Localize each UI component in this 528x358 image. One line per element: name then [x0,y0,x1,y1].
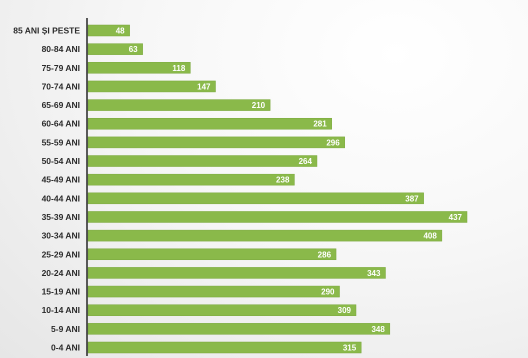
value-label: 296 [326,138,340,147]
category-label: 45-49 ANI [42,175,80,185]
bar [87,229,443,242]
category-label: 60-64 ANI [42,119,80,129]
bar [87,341,362,354]
bar [87,155,318,167]
value-label: 315 [343,344,357,353]
value-label: 210 [252,101,266,110]
bar [87,267,386,279]
value-labels-group: 48 63 118 147 210 281 296 264 238 387 437 408 286 343… [116,27,463,353]
value-label: 343 [367,269,381,278]
bar [87,24,130,37]
category-label: 70-74 ANI [42,81,80,91]
bar [87,192,424,205]
category-label: 80-84 ANI [42,44,80,54]
value-label: 63 [129,45,138,54]
bar [87,173,295,186]
value-label: 408 [423,232,437,241]
value-label: 147 [197,82,211,91]
value-label: 48 [116,27,125,36]
category-label: 85 ANI ȘI PESTE [13,26,80,36]
value-label: 309 [338,306,352,315]
value-label: 118 [172,64,185,73]
category-label: 30-34 ANI [42,231,80,241]
category-label: 55-59 ANI [42,137,80,147]
bar [87,117,332,130]
bar [87,80,216,93]
category-label: 75-79 ANI [42,63,80,73]
bar [87,248,337,261]
value-label: 290 [321,288,335,297]
category-label: 20-24 ANI [42,268,80,278]
bar [87,304,357,316]
category-label: 5-9 ANI [51,324,80,334]
category-label: 40-44 ANI [42,193,80,203]
value-label: 348 [371,325,385,334]
category-label: 50-54 ANI [42,156,80,166]
category-label: 10-14 ANI [42,305,80,315]
bar [87,285,340,298]
value-label: 238 [276,176,290,185]
bars-group [87,24,468,354]
value-label: 281 [313,120,327,129]
value-label: 437 [449,213,463,222]
category-label: 35-39 ANI [42,212,80,222]
bar [87,99,271,111]
value-label: 387 [405,194,419,203]
bar [87,62,191,74]
value-label: 264 [299,157,313,166]
category-label: 65-69 ANI [42,100,80,110]
value-label: 286 [318,250,332,259]
bar [87,323,391,335]
category-label: 15-19 ANI [42,287,80,297]
category-labels-group: 85 ANI ȘI PESTE 80-84 ANI 75-79 ANI 70-74 A… [13,26,80,353]
bar [87,43,143,55]
category-label: 25-29 ANI [42,249,80,259]
bar [87,211,468,223]
bar [87,136,345,149]
category-label: 0-4 ANI [51,343,80,353]
